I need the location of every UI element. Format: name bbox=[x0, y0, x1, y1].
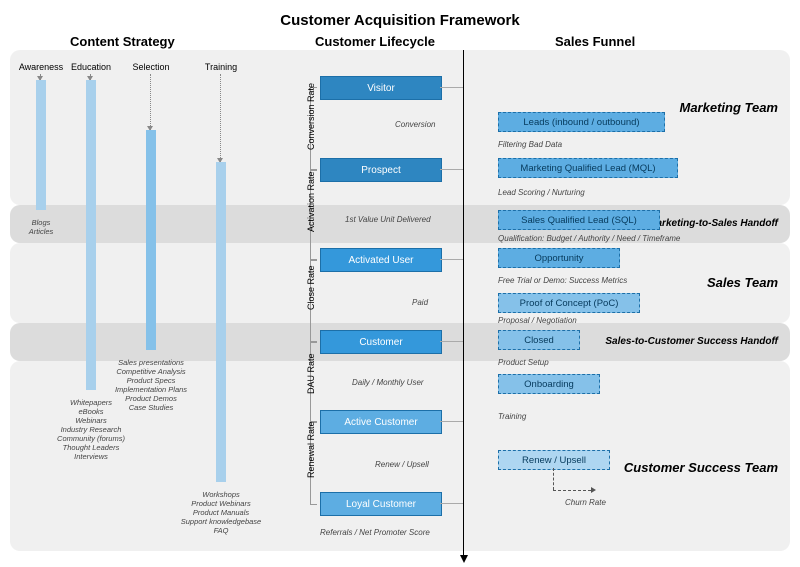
funnel-stage-0: Leads (inbound / outbound) bbox=[498, 112, 665, 132]
colhdr-lifecycle: Customer Lifecycle bbox=[315, 34, 435, 49]
content-col-label-1: Education bbox=[64, 62, 118, 72]
lc-to-arrow-4 bbox=[440, 421, 463, 422]
funnel-note-3: Free Trial or Demo: Success Metrics bbox=[498, 276, 627, 285]
funnel-stage-4: Proof of Concept (PoC) bbox=[498, 293, 640, 313]
lifecycle-rate-1: Activation Rate bbox=[306, 171, 316, 232]
funnel-note-4: Proposal / Negotiation bbox=[498, 316, 577, 325]
lc-to-arrow-2 bbox=[440, 259, 463, 260]
lifecycle-stage-2: Activated User bbox=[320, 248, 442, 272]
center-arrow-head bbox=[460, 555, 468, 563]
funnel-note-7: Churn Rate bbox=[565, 498, 606, 507]
lifecycle-stage-1: Prospect bbox=[320, 158, 442, 182]
lifecycle-note-4: Renew / Upsell bbox=[375, 460, 429, 469]
content-col-label-2: Selection bbox=[124, 62, 178, 72]
content-items-3: WorkshopsProduct WebinarsProduct Manuals… bbox=[176, 490, 266, 535]
content-bar-1 bbox=[86, 80, 96, 390]
funnel-note-2: Qualification: Budget / Authority / Need… bbox=[498, 234, 680, 243]
content-bar-2 bbox=[146, 130, 156, 350]
center-arrow-line bbox=[463, 50, 464, 555]
lifecycle-note-3: Daily / Monthly User bbox=[352, 378, 424, 387]
lc-to-arrow-0 bbox=[440, 87, 463, 88]
funnel-stage-2: Sales Qualified Lead (SQL) bbox=[498, 210, 660, 230]
lc-to-arrow-3 bbox=[440, 341, 463, 342]
content-items-0: BlogsArticles bbox=[0, 218, 86, 236]
content-col-label-3: Training bbox=[194, 62, 248, 72]
content-dotted-3 bbox=[220, 74, 221, 162]
lifecycle-stage-5: Loyal Customer bbox=[320, 492, 442, 516]
content-items-2: Sales presentationsCompetitive AnalysisP… bbox=[106, 358, 196, 412]
funnel-stage-7: Renew / Upsell bbox=[498, 450, 610, 470]
content-bar-3 bbox=[216, 162, 226, 482]
lifecycle-note-1: 1st Value Unit Delivered bbox=[345, 215, 431, 224]
funnel-stage-3: Opportunity bbox=[498, 248, 620, 268]
funnel-note-5: Product Setup bbox=[498, 358, 549, 367]
funnel-note-0: Filtering Bad Data bbox=[498, 140, 562, 149]
churn-arrowhead bbox=[591, 487, 596, 493]
colhdr-content: Content Strategy bbox=[70, 34, 175, 49]
page-title: Customer Acquisition Framework bbox=[0, 12, 800, 29]
lifecycle-stage-4: Active Customer bbox=[320, 410, 442, 434]
team-label-3: Sales-to-Customer Success Handoff bbox=[605, 336, 778, 347]
funnel-note-6: Training bbox=[498, 412, 526, 421]
content-dotted-2 bbox=[150, 74, 151, 130]
funnel-stage-1: Marketing Qualified Lead (MQL) bbox=[498, 158, 678, 178]
team-label-0: Marketing Team bbox=[680, 100, 779, 115]
funnel-stage-6: Onboarding bbox=[498, 374, 600, 394]
churn-h bbox=[553, 490, 591, 491]
funnel-stage-5: Closed bbox=[498, 330, 580, 350]
lc-to-arrow-1 bbox=[440, 169, 463, 170]
lifecycle-stage-0: Visitor bbox=[320, 76, 442, 100]
lifecycle-stage-3: Customer bbox=[320, 330, 442, 354]
churn-v bbox=[553, 468, 554, 490]
lifecycle-rate-0: Conversion Rate bbox=[306, 83, 316, 150]
lifecycle-rate-2: Close Rate bbox=[306, 265, 316, 310]
colhdr-funnel: Sales Funnel bbox=[555, 34, 635, 49]
funnel-note-1: Lead Scoring / Nurturing bbox=[498, 188, 585, 197]
lc-to-arrow-5 bbox=[440, 503, 463, 504]
team-label-2: Sales Team bbox=[707, 275, 778, 290]
lifecycle-note-2: Paid bbox=[412, 298, 428, 307]
lifecycle-note-5: Referrals / Net Promoter Score bbox=[320, 528, 430, 537]
lifecycle-note-0: Conversion bbox=[395, 120, 435, 129]
team-label-4: Customer Success Team bbox=[624, 460, 778, 475]
lifecycle-rate-4: Renewal Rate bbox=[306, 421, 316, 478]
lifecycle-rate-3: DAU Rate bbox=[306, 353, 316, 394]
team-label-1: Marketing-to-Sales Handoff bbox=[648, 218, 778, 229]
content-bar-0 bbox=[36, 80, 46, 210]
content-col-label-0: Awareness bbox=[14, 62, 68, 72]
